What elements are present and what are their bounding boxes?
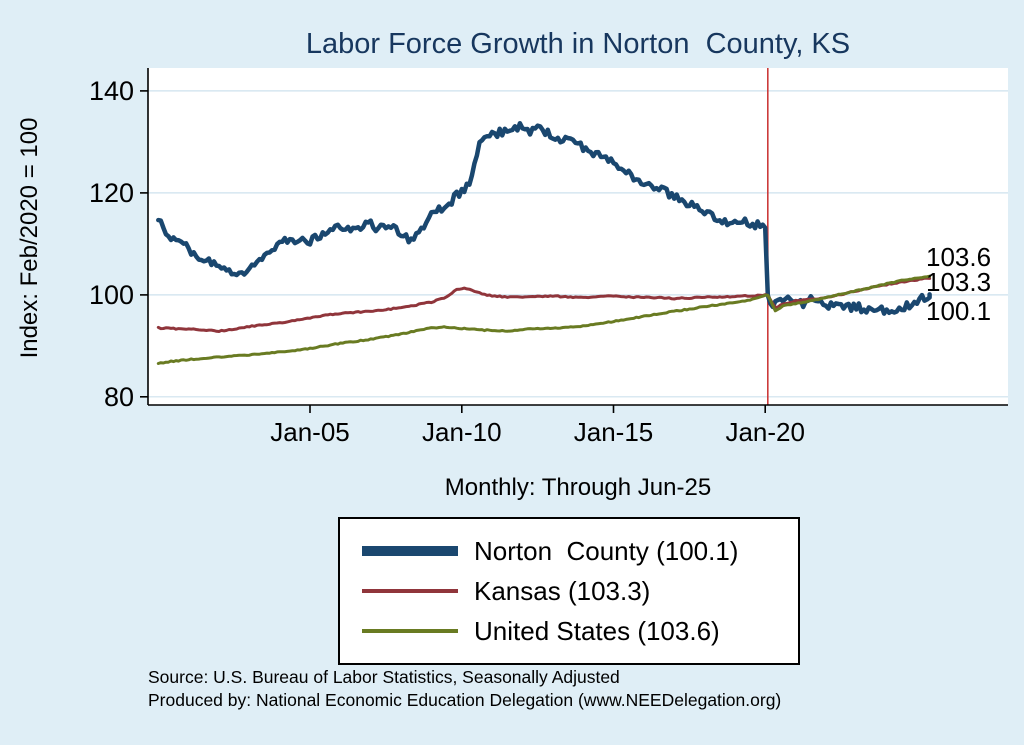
legend-swatch-kansas bbox=[362, 589, 458, 593]
series-line-norton-county bbox=[156, 121, 932, 316]
legend-label-kansas: Kansas (103.3) bbox=[474, 575, 651, 606]
y-tick-label: 100 bbox=[89, 280, 134, 310]
chart-title: Labor Force Growth in Norton County, KS bbox=[305, 28, 851, 60]
y-tick-label: 80 bbox=[104, 382, 134, 412]
y-tick-label: 140 bbox=[89, 76, 134, 106]
legend-entry-united-states: United States (103.6) bbox=[362, 611, 798, 651]
x-tick-label: Jan-15 bbox=[574, 417, 654, 447]
series-line-kansas bbox=[156, 276, 932, 333]
legend-swatch-norton-county bbox=[362, 546, 458, 556]
end-value-label: 100.1 bbox=[926, 296, 991, 326]
series-line-united-states bbox=[156, 274, 932, 365]
x-tick-label: Jan-05 bbox=[270, 417, 350, 447]
legend-swatch-united-states bbox=[362, 629, 458, 633]
end-value-label: 103.3 bbox=[926, 267, 991, 297]
legend-entry-norton-county: Norton County (100.1) bbox=[362, 531, 798, 571]
plot-area: 80 100 120 140 Jan-05 Jan-10 Jan-15 Jan-20 103.6… bbox=[89, 68, 1008, 447]
source-line-2: Produced by: National Economic Education… bbox=[148, 690, 782, 710]
plot-background bbox=[148, 68, 1008, 405]
chart-subtitle: Monthly: Through Jun-25 bbox=[444, 474, 712, 501]
end-value-label: 103.6 bbox=[926, 242, 991, 272]
x-tick-label: Jan-10 bbox=[422, 417, 502, 447]
source-note: Source: U.S. Bureau of Labor Statistics,… bbox=[148, 666, 1008, 712]
x-tick-label: Jan-20 bbox=[725, 417, 805, 447]
legend-label-norton-county: Norton County (100.1) bbox=[474, 535, 739, 566]
legend: Norton County (100.1) Kansas (103.3) Unite… bbox=[338, 517, 800, 665]
y-tick-label: 120 bbox=[89, 178, 134, 208]
source-line-1: Source: U.S. Bureau of Labor Statistics,… bbox=[148, 667, 620, 687]
legend-label-united-states: United States (103.6) bbox=[474, 615, 720, 646]
legend-entry-kansas: Kansas (103.3) bbox=[362, 571, 798, 611]
